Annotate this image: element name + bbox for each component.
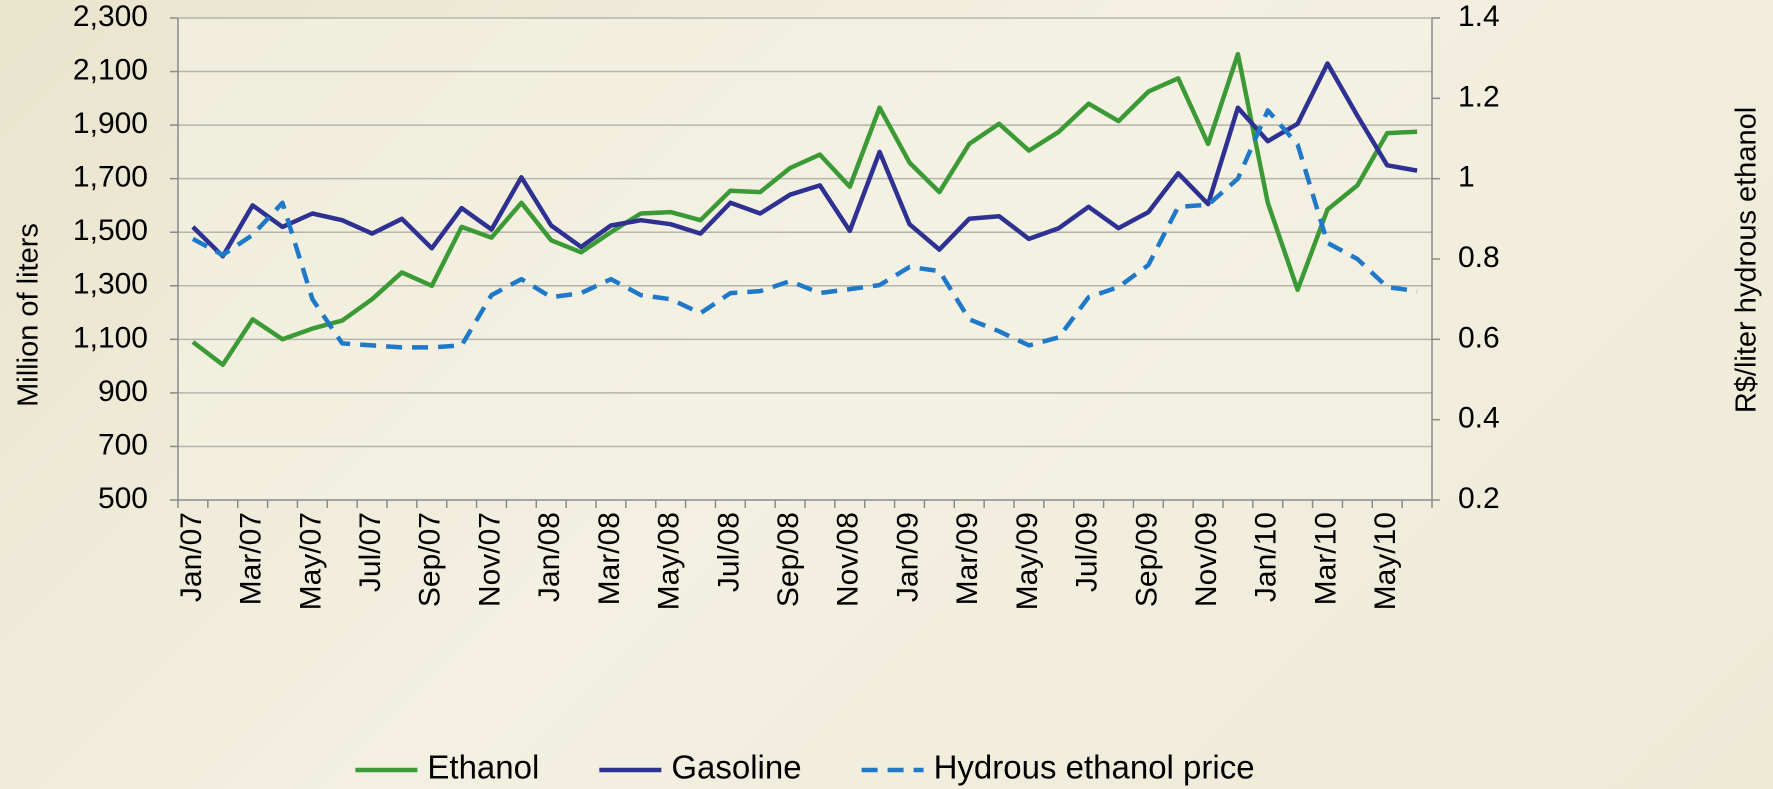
x-tick-label: Nov/09: [1190, 512, 1223, 607]
x-tick-label: Nov/08: [832, 512, 865, 607]
y2-tick-label: 0.2: [1458, 482, 1500, 515]
x-tick-label: Jul/08: [712, 512, 745, 592]
x-tick-label: Jul/07: [354, 512, 387, 592]
y2-tick-label: 1: [1458, 161, 1475, 194]
y-tick-label: 2,100: [73, 53, 148, 86]
y2-tick-label: 1.2: [1458, 80, 1500, 113]
y2-tick-label: 0.6: [1458, 321, 1500, 354]
page: Million of liters R$/liter hydrous ethan…: [0, 0, 1773, 789]
y2-tick-label: 1.4: [1458, 0, 1500, 33]
chart: Million of liters R$/liter hydrous ethan…: [0, 0, 1773, 789]
x-tick-label: Sep/07: [414, 512, 447, 607]
y-tick-label: 1,500: [73, 214, 148, 247]
y2-axis-title: R$/liter hydrous ethanol: [1731, 107, 1763, 413]
x-tick-label: May/10: [1369, 512, 1402, 610]
x-tick-label: Mar/10: [1309, 512, 1342, 605]
x-tick-label: Jul/09: [1071, 512, 1104, 592]
y-tick-label: 1,100: [73, 321, 148, 354]
x-tick-label: Sep/09: [1130, 512, 1163, 607]
x-tick-label: May/08: [653, 512, 686, 610]
y-tick-label: 1,900: [73, 107, 148, 140]
y-tick-label: 2,300: [73, 0, 148, 33]
legend-label: Ethanol: [427, 749, 539, 786]
x-tick-label: Jan/08: [533, 512, 566, 602]
y2-tick-label: 0.4: [1458, 402, 1500, 435]
y-tick-label: 1,300: [73, 268, 148, 301]
legend-label: Hydrous ethanol price: [934, 749, 1255, 786]
x-tick-label: Mar/08: [593, 512, 626, 605]
x-tick-label: Mar/09: [951, 512, 984, 605]
x-tick-label: Nov/07: [473, 512, 506, 607]
legend-label: Gasoline: [671, 749, 801, 786]
y-tick-label: 500: [98, 482, 148, 515]
x-tick-label: Mar/07: [235, 512, 268, 605]
y-axis-title: Million of liters: [13, 223, 45, 407]
y-tick-label: 700: [98, 428, 148, 461]
x-tick-label: May/09: [1011, 512, 1044, 610]
x-tick-label: Jan/07: [175, 512, 208, 602]
y-tick-label: 900: [98, 375, 148, 408]
x-tick-label: Sep/08: [772, 512, 805, 607]
x-tick-label: May/07: [294, 512, 327, 610]
x-tick-label: Jan/10: [1250, 512, 1283, 602]
x-tick-label: Jan/09: [891, 512, 924, 602]
y2-tick-label: 0.8: [1458, 241, 1500, 274]
y-tick-label: 1,700: [73, 161, 148, 194]
